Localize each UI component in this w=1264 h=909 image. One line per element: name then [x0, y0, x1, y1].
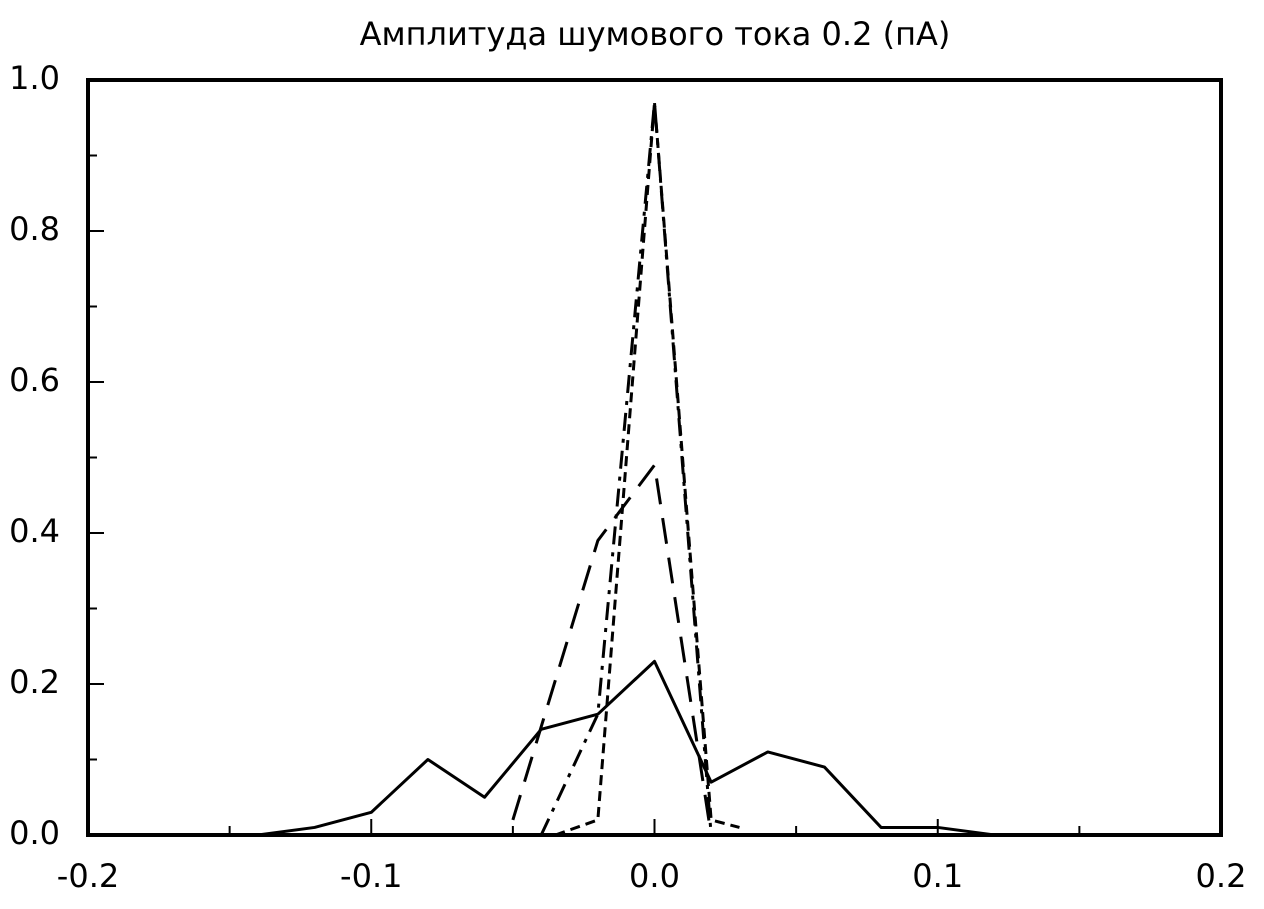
y-tick-label: 0.2 — [9, 663, 60, 701]
x-tick-label: 0.2 — [1196, 857, 1247, 895]
y-tick-label: 0.4 — [9, 512, 60, 550]
series-line — [539, 101, 713, 836]
x-tick-label: 0.1 — [912, 857, 963, 895]
x-tick-label: -0.2 — [57, 857, 119, 895]
plot-frame — [86, 78, 1223, 837]
chart-title: Амплитуда шумового тока 0.2 (пА) — [360, 15, 951, 53]
series-line — [511, 463, 713, 836]
y-tick-label: 0.8 — [9, 210, 60, 248]
series-line — [554, 101, 740, 837]
x-tick-label: -0.1 — [340, 857, 402, 895]
series-line — [257, 659, 995, 837]
x-tick-label: 0.0 — [629, 857, 680, 895]
y-tick-label: 0.0 — [9, 814, 60, 852]
y-tick-label: 1.0 — [9, 59, 60, 97]
y-tick-label: 0.6 — [9, 361, 60, 399]
